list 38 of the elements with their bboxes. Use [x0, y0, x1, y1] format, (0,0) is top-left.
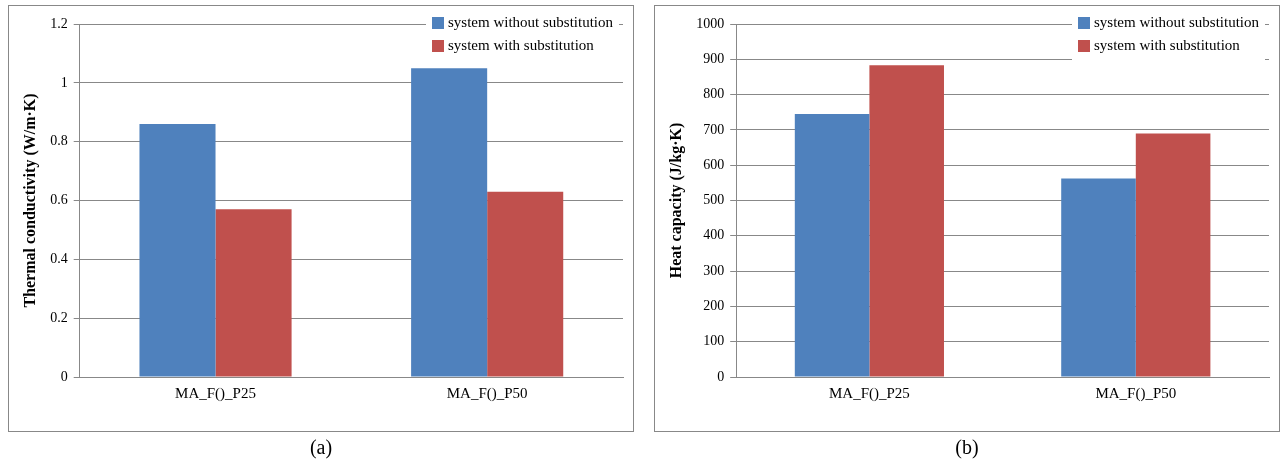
x-tick-label: MA_F()_P25 — [175, 384, 256, 402]
y-axis-title: Heat capacity (J/kg·K) — [666, 122, 685, 279]
bar — [487, 191, 564, 377]
y-tick-label: 0.2 — [50, 309, 68, 325]
bar — [1061, 178, 1136, 377]
text: (b) — [954, 436, 980, 459]
y-tick-label: 400 — [703, 227, 725, 243]
legend-label: system without substitution — [447, 14, 613, 31]
y-tick-label: 0 — [717, 368, 725, 384]
legend-label: system with substitution — [447, 37, 594, 54]
y-axis-title: Thermal conductivity (W/m·K) — [20, 93, 39, 308]
y-tick-label: 0.8 — [50, 133, 68, 149]
bar — [411, 68, 488, 377]
bar — [139, 124, 216, 377]
bar — [215, 209, 292, 377]
y-tick-label: 1 — [60, 74, 68, 90]
x-tick-label: MA_F()_P25 — [828, 384, 910, 402]
y-tick-label: 900 — [703, 50, 725, 66]
x-tick-label: MA_F()_P50 — [1095, 384, 1177, 402]
y-tick-label: 0 — [60, 368, 68, 384]
y-tick-label: 0.4 — [50, 251, 68, 267]
y-tick-label: 200 — [703, 298, 725, 314]
y-tick-label: 700 — [703, 121, 725, 137]
y-tick-label: 300 — [703, 262, 725, 278]
y-tick-label: 600 — [703, 156, 725, 172]
text: (a) — [308, 436, 334, 459]
x-tick-label: MA_F()_P50 — [446, 384, 528, 402]
y-tick-label: 800 — [703, 86, 725, 102]
y-tick-label: 0.6 — [50, 192, 68, 208]
bar — [1135, 133, 1211, 377]
y-tick-label: 500 — [703, 192, 725, 208]
bar — [794, 114, 870, 377]
y-tick-label: 100 — [703, 333, 725, 349]
y-tick-label: 1000 — [696, 15, 725, 31]
y-tick-label: 1.2 — [50, 15, 68, 31]
legend-label: system without substitution — [1093, 14, 1259, 31]
legend-label: system with substitution — [1093, 37, 1240, 54]
bar — [869, 65, 944, 377]
